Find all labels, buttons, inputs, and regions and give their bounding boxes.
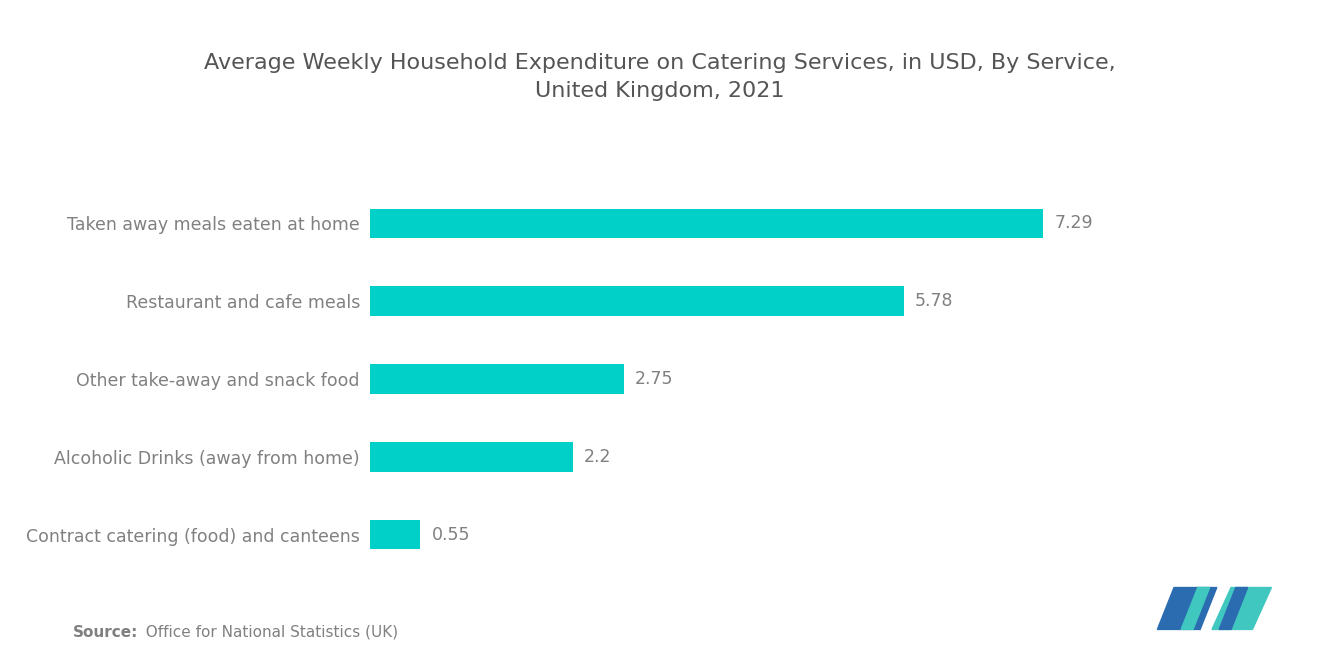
Polygon shape bbox=[1158, 588, 1217, 629]
Bar bbox=[370, 442, 573, 471]
Polygon shape bbox=[1220, 588, 1247, 629]
Text: Average Weekly Household Expenditure on Catering Services, in USD, By Service,
U: Average Weekly Household Expenditure on … bbox=[205, 53, 1115, 101]
Bar bbox=[370, 287, 904, 316]
Bar bbox=[370, 364, 624, 394]
Bar bbox=[370, 520, 420, 549]
Text: Office for National Statistics (UK): Office for National Statistics (UK) bbox=[136, 624, 399, 640]
Text: 2.2: 2.2 bbox=[583, 448, 611, 466]
Polygon shape bbox=[1212, 588, 1271, 629]
Bar bbox=[370, 209, 1043, 238]
Text: 7.29: 7.29 bbox=[1055, 215, 1093, 233]
Text: Source:: Source: bbox=[73, 624, 139, 640]
Text: 2.75: 2.75 bbox=[635, 370, 673, 388]
Text: 0.55: 0.55 bbox=[432, 525, 470, 543]
Polygon shape bbox=[1181, 588, 1209, 629]
Text: 5.78: 5.78 bbox=[915, 292, 953, 311]
